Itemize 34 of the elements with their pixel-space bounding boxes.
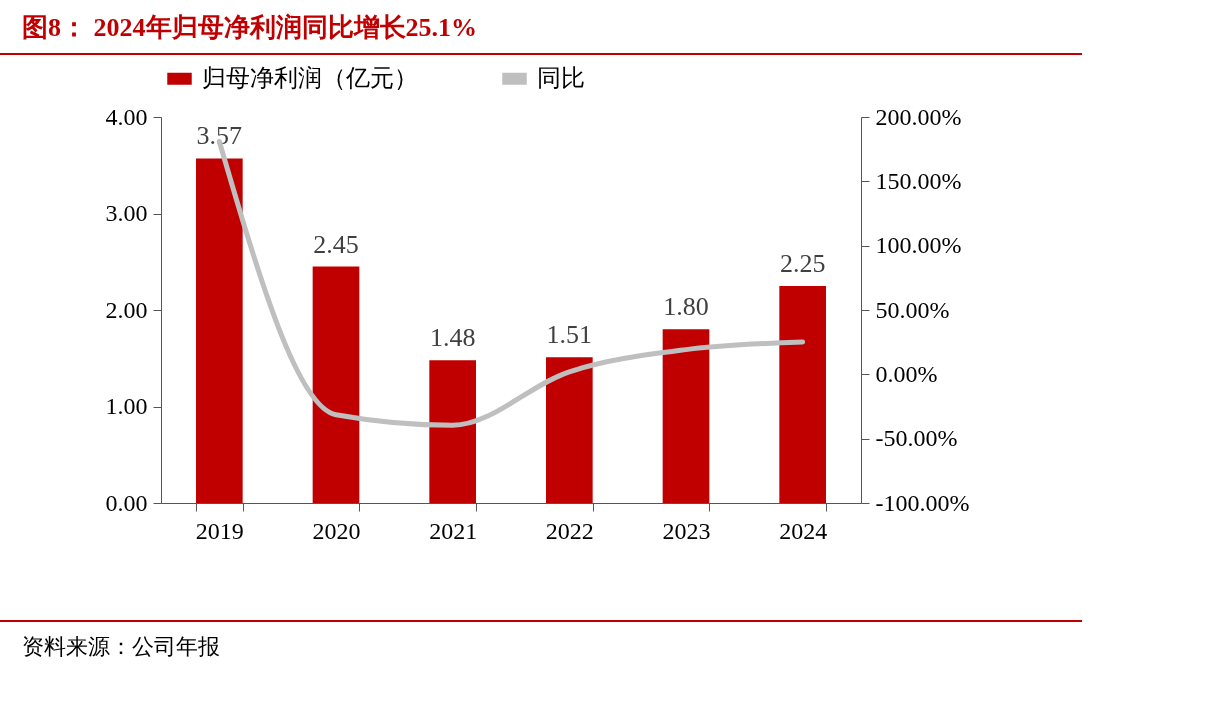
- x-tick-label: 2024: [779, 517, 828, 544]
- y2-tick-label: 150.00%: [875, 167, 962, 194]
- y-tick-label: 1.00: [105, 393, 148, 419]
- y2-tick-label: 100.00%: [875, 232, 962, 259]
- data-label: 3.57: [196, 121, 243, 151]
- bar: [312, 266, 360, 503]
- bar: [546, 357, 593, 503]
- legend-label: 同比: [537, 64, 585, 91]
- bar: [779, 285, 826, 503]
- x-tick-label: 2020: [312, 517, 361, 544]
- text: 资料来源：公司年报: [0, 620, 1082, 662]
- data-label: 2.45: [313, 229, 359, 259]
- bar: [662, 329, 710, 503]
- bar: [196, 158, 243, 503]
- x-tick-label: 2019: [195, 517, 244, 544]
- x-tick-label: 2022: [545, 517, 594, 544]
- y2-tick-label: 0.00%: [875, 360, 938, 387]
- y-tick-label: 3.00: [105, 200, 148, 226]
- bar: [429, 360, 476, 503]
- data-label: 1.80: [663, 292, 709, 322]
- x-tick-label: 2023: [662, 517, 711, 544]
- y-tick-label: 4.00: [105, 103, 148, 130]
- y2-tick-label: 200.00%: [875, 103, 962, 130]
- data-label: 2.25: [779, 248, 826, 278]
- y2-tick-label: -100.00%: [875, 489, 970, 516]
- y-tick-label: 2.00: [105, 296, 148, 323]
- y2-tick-label: 50.00%: [875, 296, 950, 323]
- legend-label: 归母净利润（亿元）: [202, 64, 418, 91]
- chart-title: 图8： 2024年归母净利润同比增长25.1%: [0, 0, 1082, 55]
- y-tick-label: 0.00: [105, 489, 148, 516]
- data-label: 1.51: [546, 320, 593, 350]
- data-label: 1.48: [429, 323, 476, 353]
- y2-tick-label: -50.00%: [875, 425, 958, 452]
- x-tick-label: 2021: [429, 517, 478, 544]
